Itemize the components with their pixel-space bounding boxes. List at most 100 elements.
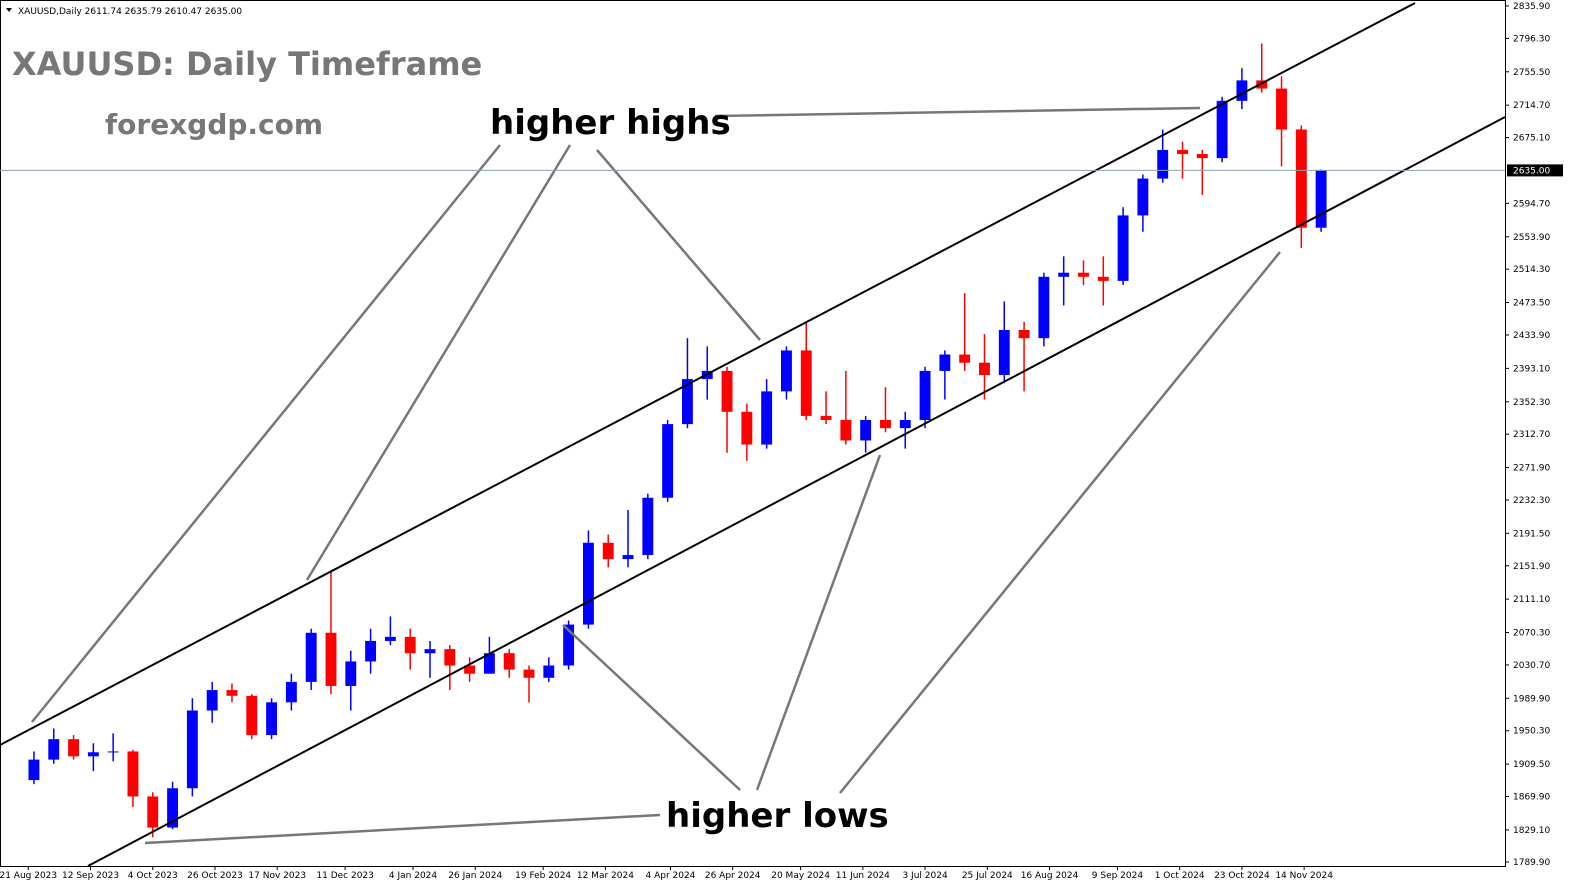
candle-body: [404, 636, 416, 654]
y-tick-label: 2514.30: [1513, 265, 1550, 275]
channel: [0, 2, 1506, 867]
candle-body: [325, 632, 337, 686]
last-price-box: [1507, 164, 1563, 177]
candle-body: [1058, 272, 1070, 277]
x-tick-label: 26 Apr 2024: [705, 871, 761, 881]
candle-body: [1236, 80, 1248, 101]
y-tick-label: 2553.90: [1513, 233, 1550, 243]
candle-body: [246, 695, 258, 736]
x-tick-label: 26 Jan 2024: [448, 871, 502, 881]
candle-body: [563, 624, 575, 666]
candle-body: [939, 354, 951, 371]
x-tick-label: 14 Nov 2024: [1275, 871, 1333, 881]
x-tick-label: 12 Mar 2024: [577, 871, 634, 881]
y-tick-label: 2755.50: [1513, 68, 1550, 78]
x-tick-label: 21 Aug 2023: [0, 871, 57, 881]
x-tick-label: 4 Oct 2023: [128, 871, 178, 881]
pointer: [714, 106, 1201, 118]
candle-body: [543, 665, 555, 678]
y-tick-label: 1869.90: [1513, 793, 1550, 803]
y-tick-label: 2393.10: [1513, 364, 1550, 374]
candle-body: [761, 391, 773, 445]
y-tick-label: 2070.30: [1513, 629, 1550, 639]
candle-body: [1117, 215, 1129, 281]
x-tick-label: 12 Sep 2023: [62, 871, 119, 881]
candle-body: [424, 649, 436, 654]
chart-subtitle: forexgdp.com: [105, 108, 323, 141]
x-tick-label: 20 May 2024: [771, 871, 830, 881]
y-tick-label: 2232.30: [1513, 496, 1550, 506]
candle-body: [48, 739, 60, 760]
candle-body: [642, 497, 654, 556]
y-tick-label: 2835.90: [1513, 2, 1550, 12]
candle-body: [464, 665, 476, 674]
x-tick-label: 11 Jun 2024: [836, 871, 890, 881]
pointer: [755, 454, 882, 791]
candle-body: [107, 751, 119, 753]
candle-body: [1276, 88, 1287, 130]
y-tick-label: 1829.10: [1513, 826, 1550, 836]
x-tick-label: 9 Sep 2024: [1092, 871, 1144, 881]
candle-body: [820, 415, 832, 421]
y-tick-label: 2312.70: [1513, 430, 1550, 440]
candle-body: [483, 653, 495, 674]
candle-body: [602, 542, 614, 560]
candle-body: [365, 640, 377, 662]
y-tick-label: 2111.10: [1513, 595, 1550, 605]
candle-body: [721, 370, 733, 412]
pointers: [31, 106, 1281, 845]
lower-channel: [87, 116, 1506, 867]
pointer: [839, 251, 1281, 794]
y-tick-label: 1909.50: [1513, 760, 1550, 770]
candle-body: [840, 420, 852, 441]
y-tick-label: 2151.90: [1513, 562, 1550, 572]
candle-body: [87, 752, 99, 757]
candle-body: [1196, 154, 1208, 159]
candle-body: [1097, 276, 1109, 281]
x-tick-label: 26 Oct 2023: [187, 871, 243, 881]
candle-body: [899, 420, 911, 429]
y-tick-label: 1950.30: [1513, 727, 1550, 737]
candle-body: [979, 362, 990, 375]
candle-body: [147, 796, 159, 828]
candle-body: [444, 649, 456, 666]
x-tick-label: 1 Oct 2024: [1155, 871, 1205, 881]
y-tick-label: 2271.90: [1513, 464, 1550, 474]
candle-body: [919, 370, 931, 421]
pointer: [596, 149, 761, 341]
candle-body: [226, 690, 238, 696]
candle-body: [206, 690, 218, 711]
candle-body: [1177, 149, 1188, 155]
candle-body: [781, 350, 792, 392]
candle-body: [622, 555, 634, 560]
x-tick-label: 3 Jul 2024: [902, 871, 947, 881]
candle-body: [860, 420, 872, 441]
x-tick-label: 25 Jul 2024: [962, 871, 1013, 881]
pointer: [305, 144, 572, 581]
upper-channel: [0, 2, 1416, 746]
candle-body: [959, 354, 971, 363]
x-tick-label: 11 Dec 2023: [316, 871, 374, 881]
annotation: higher lows: [666, 796, 889, 836]
y-tick-label: 2191.50: [1513, 529, 1550, 539]
y-tick-label: 2030.70: [1513, 661, 1550, 671]
x-tick-label: 19 Feb 2024: [515, 871, 571, 881]
candle-body: [1295, 129, 1307, 228]
y-tick-label: 2352.30: [1513, 398, 1550, 408]
marks: [28, 43, 1327, 838]
candle-body: [186, 710, 198, 789]
candle-body: [28, 759, 40, 781]
candle-body: [1078, 272, 1089, 277]
candle-body: [523, 669, 535, 678]
x-tick-label: 4 Jan 2024: [389, 871, 437, 881]
candle-body: [345, 661, 357, 686]
x-tick-label: 23 Oct 2024: [1214, 871, 1270, 881]
symbol-header: XAUUSD,Daily 2611.74 2635.79 2610.47 263…: [18, 7, 242, 17]
x-tick-label: 17 Nov 2023: [248, 871, 306, 881]
y-tick-label: 1989.90: [1513, 694, 1550, 704]
y-tick-label: 2796.30: [1513, 34, 1550, 44]
candle-body: [167, 788, 179, 828]
candle-body: [582, 542, 594, 625]
candle-body: [662, 424, 674, 498]
pointer: [144, 813, 661, 845]
